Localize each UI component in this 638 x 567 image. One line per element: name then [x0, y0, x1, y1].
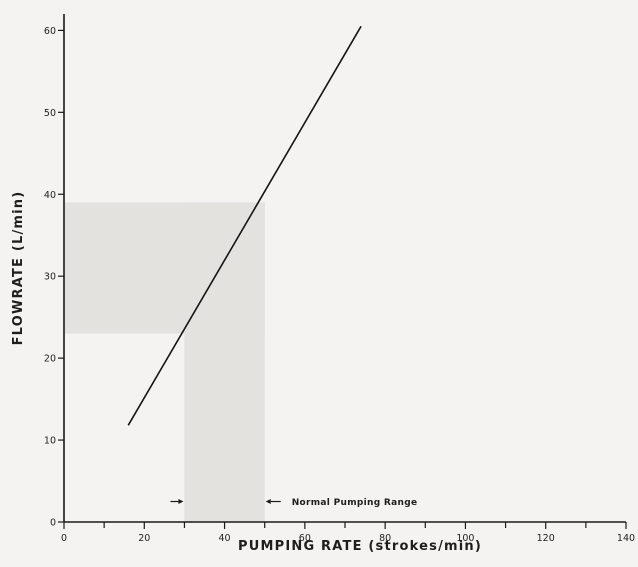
annotation: Normal Pumping Range: [170, 498, 417, 508]
x-tick-label: 80: [379, 533, 391, 544]
x-axis-title: PUMPING RATE (strokes/min): [238, 539, 482, 554]
normal-pumping-range-label: Normal Pumping Range: [292, 498, 418, 508]
x-tick-label: 20: [138, 533, 150, 544]
y-axis-title: FLOWRATE (L/min): [11, 191, 26, 346]
y-tick-label: 20: [44, 354, 56, 365]
x-tick-label: 100: [456, 533, 474, 544]
range-left-arrowhead: [178, 499, 184, 505]
y-tick-label: 30: [44, 272, 56, 283]
y-tick-label: 0: [50, 518, 56, 529]
y-tick-label: 40: [44, 190, 56, 201]
x-tick-label: 60: [299, 533, 311, 544]
y-tick-label: 60: [44, 26, 56, 37]
y-tick-label: 10: [44, 436, 56, 447]
y-ticks: 0 10 20 30 40 50 60: [44, 26, 64, 529]
shaded-regions: [64, 202, 265, 523]
y-tick-label: 50: [44, 108, 56, 119]
x-tick-label: 140: [617, 533, 635, 544]
x-tick-label: 40: [219, 533, 231, 544]
series-line: [127, 25, 362, 426]
x-tick-label: 0: [61, 533, 67, 544]
shaded-region-normal-flow-y-band: [64, 202, 265, 334]
x-ticks: 0 20 40 60 80 100 120 140: [61, 522, 635, 544]
x-tick-label: 120: [537, 533, 555, 544]
range-right-arrowhead: [265, 499, 271, 505]
series: [127, 25, 362, 426]
